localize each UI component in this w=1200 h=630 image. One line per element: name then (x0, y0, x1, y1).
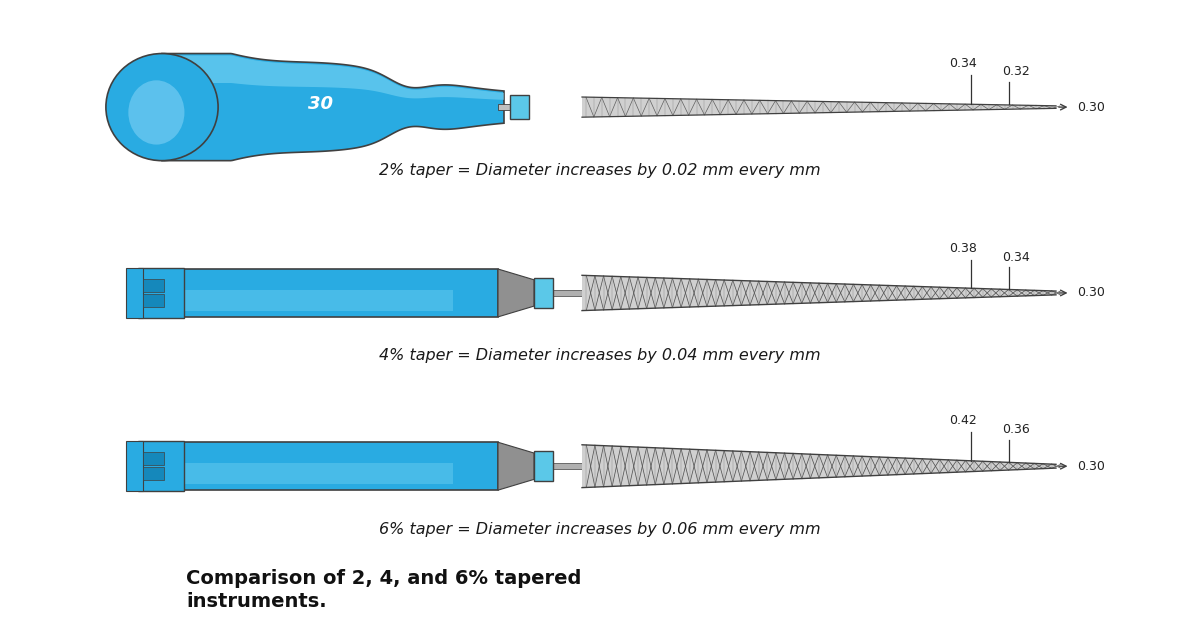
Text: 4% taper = Diameter increases by 0.04 mm every mm: 4% taper = Diameter increases by 0.04 mm… (379, 348, 821, 364)
Bar (510, 95, 529, 119)
Bar (143, 452, 164, 465)
Polygon shape (162, 54, 504, 161)
Bar (143, 279, 164, 292)
Text: 0.34: 0.34 (949, 57, 977, 71)
Text: instruments.: instruments. (186, 592, 326, 610)
Polygon shape (162, 55, 504, 100)
Bar (553, 290, 582, 296)
Bar (126, 441, 143, 491)
Text: 0.38: 0.38 (949, 242, 978, 255)
Bar (534, 278, 553, 308)
Text: 0.30: 0.30 (1078, 287, 1105, 299)
Text: 30: 30 (308, 95, 334, 113)
Ellipse shape (106, 54, 218, 161)
Bar (143, 467, 164, 480)
Bar (143, 294, 164, 307)
Bar (178, 464, 454, 484)
Bar (498, 104, 510, 110)
Text: 6% taper = Diameter increases by 0.06 mm every mm: 6% taper = Diameter increases by 0.06 mm… (379, 522, 821, 537)
Text: Comparison of 2, 4, and 6% tapered: Comparison of 2, 4, and 6% tapered (186, 569, 581, 588)
Bar (126, 268, 143, 318)
Bar (174, 269, 498, 317)
Bar (534, 451, 553, 481)
Text: 0.30: 0.30 (1078, 460, 1105, 472)
Bar (553, 463, 582, 469)
Text: 2% taper = Diameter increases by 0.02 mm every mm: 2% taper = Diameter increases by 0.02 mm… (379, 163, 821, 178)
Bar (174, 442, 498, 490)
Bar (138, 441, 184, 491)
Polygon shape (582, 97, 1056, 117)
Text: 0.30: 0.30 (1078, 101, 1105, 113)
Text: 0.36: 0.36 (1002, 423, 1030, 437)
Polygon shape (582, 275, 1056, 311)
Polygon shape (498, 269, 534, 317)
Ellipse shape (128, 81, 185, 145)
Polygon shape (582, 445, 1056, 488)
Polygon shape (498, 442, 534, 490)
Text: 0.34: 0.34 (1002, 251, 1030, 263)
Bar (178, 290, 454, 311)
Text: 0.32: 0.32 (1002, 66, 1030, 79)
Text: 0.42: 0.42 (949, 415, 977, 427)
Bar (138, 268, 184, 318)
